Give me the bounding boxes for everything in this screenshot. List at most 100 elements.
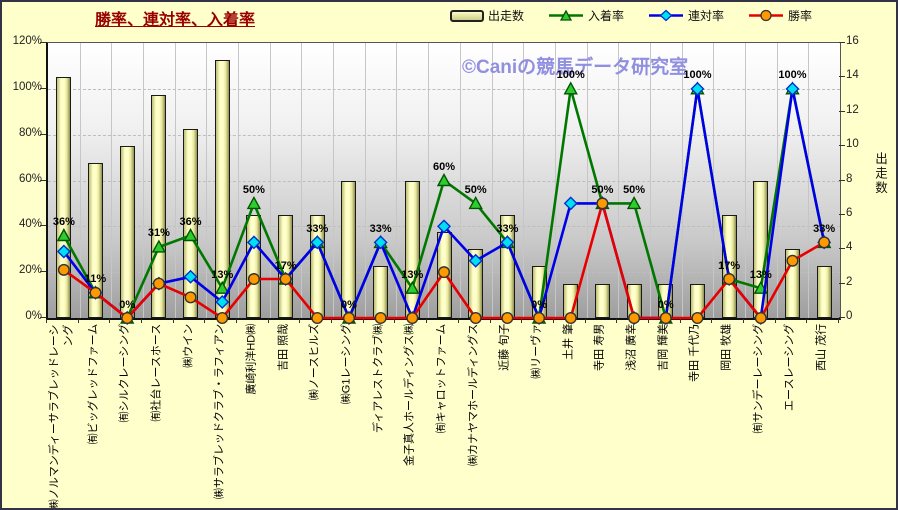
- data-label-24: 33%: [813, 222, 836, 235]
- x-label-15: ㈱リーヴァ: [530, 323, 543, 379]
- right-tick-label-12: 12: [846, 103, 859, 116]
- right-tick-label-14: 14: [846, 69, 859, 82]
- left-tick-label-120%: 120%: [12, 35, 42, 47]
- right-tick-label-8: 8: [846, 172, 853, 185]
- quinella-rate-line: [62, 88, 826, 322]
- data-label-4: 36%: [179, 216, 202, 228]
- x-tick: [394, 319, 396, 323]
- v-gridline: [333, 43, 335, 318]
- place-rate-marker-16: [563, 81, 578, 95]
- bar-17: [594, 283, 610, 318]
- x-label-4: ㈱ウイン: [181, 323, 194, 368]
- right-tick: [839, 282, 845, 284]
- x-tick: [426, 319, 428, 323]
- x-label-0: ㈱ノルマンディーサラブレッドレーシング: [48, 324, 74, 510]
- data-label-21: 17%: [718, 259, 741, 272]
- legend-label: 勝率: [788, 9, 813, 23]
- legend-item-triangle: 入着率: [548, 7, 624, 24]
- data-label-5: 13%: [211, 268, 234, 281]
- v-gridline: [649, 43, 651, 318]
- data-label-19: 0%: [657, 298, 674, 311]
- data-label-12: 60%: [432, 161, 456, 173]
- legend-label: 入着率: [588, 9, 625, 23]
- x-tick: [77, 319, 79, 323]
- win-rate-marker-7: [279, 273, 292, 286]
- data-label-16: 100%: [556, 69, 585, 82]
- legend-label: 出走数: [488, 9, 525, 23]
- data-label-17: 50%: [591, 183, 614, 196]
- win-rate-marker-18: [628, 312, 641, 325]
- win-rate-marker-14: [501, 312, 514, 325]
- data-label-0: 36%: [52, 216, 75, 228]
- x-tick: [489, 319, 491, 323]
- left-tick: [40, 225, 46, 227]
- quinella-rate-marker-4: [183, 269, 198, 284]
- v-gridline: [143, 43, 145, 318]
- plot-area: ©Caniの競馬データ研究室 36% 11% 0% 31% 36% 13% 50% 17% 33…: [46, 42, 841, 325]
- x-tick: [711, 319, 713, 323]
- right-tick: [839, 317, 845, 318]
- left-tick: [40, 317, 46, 318]
- bar-3: [151, 94, 167, 318]
- x-tick: [584, 319, 586, 323]
- v-gridline: [269, 43, 271, 318]
- place-rate-marker-13: [468, 195, 483, 210]
- x-tick: [521, 319, 523, 323]
- win-rate-marker-23: [786, 254, 799, 267]
- legend-bar-swatch-icon: [450, 9, 484, 22]
- quinella-rate-marker-16: [563, 196, 578, 211]
- quinella-rate-marker-13: [468, 253, 483, 268]
- chart-title: 勝率、連対率、入着率: [95, 12, 256, 29]
- right-tick-label-10: 10: [846, 138, 859, 151]
- x-label-14: 近藤 旬子: [498, 323, 511, 371]
- win-rate-marker-5: [216, 312, 229, 325]
- x-label-20: 寺田 千代乃: [688, 323, 701, 382]
- x-tick: [774, 319, 776, 323]
- place-rate-marker-12: [436, 173, 452, 187]
- quinella-rate-marker-0: [56, 244, 71, 259]
- x-label-18: 浅沼 廣幸: [625, 323, 638, 371]
- win-rate-marker-10: [374, 312, 387, 325]
- win-rate-marker-3: [152, 277, 165, 290]
- v-gridline: [586, 43, 588, 318]
- x-tick: [362, 319, 364, 323]
- data-label-3: 31%: [147, 227, 170, 240]
- x-tick: [838, 319, 839, 323]
- v-gridline: [396, 43, 398, 318]
- v-gridline: [428, 43, 430, 318]
- x-tick: [806, 319, 808, 323]
- x-tick: [679, 319, 681, 323]
- x-label-8: ㈱ノースヒルズ: [308, 323, 321, 401]
- data-label-2: 0%: [119, 298, 136, 311]
- v-gridline: [206, 43, 208, 318]
- x-tick: [647, 319, 649, 323]
- h-gridline: [48, 134, 840, 136]
- place-rate-marker-3: [151, 239, 167, 253]
- win-rate-marker-24: [818, 236, 831, 249]
- legend-item-circle: 勝率: [748, 7, 812, 24]
- x-label-9: ㈱G1レーシング: [340, 323, 353, 405]
- data-label-10: 33%: [369, 222, 392, 235]
- left-tick-label-80%: 80%: [18, 126, 42, 139]
- left-tick-label-100%: 100%: [12, 80, 42, 93]
- x-tick: [204, 319, 206, 323]
- x-label-6: 廣崎利洋HD㈱: [245, 323, 258, 395]
- v-gridline: [301, 43, 303, 318]
- place-rate-marker-0: [56, 228, 72, 242]
- quinella-rate-marker-20: [690, 81, 705, 96]
- win-rate-marker-15: [533, 312, 546, 325]
- right-tick: [839, 145, 845, 147]
- win-rate-marker-4: [184, 291, 197, 304]
- x-tick: [742, 319, 744, 323]
- win-rate-marker-11: [406, 312, 419, 325]
- series-plot: [56, 81, 832, 325]
- x-label-12: ㈲キャロットファーム: [435, 323, 448, 434]
- win-rate-marker-13: [469, 312, 482, 325]
- v-gridline: [554, 43, 556, 318]
- right-tick-label-2: 2: [846, 275, 853, 288]
- win-rate-marker-6: [247, 273, 260, 286]
- x-tick: [457, 319, 459, 323]
- right-tick: [839, 110, 845, 112]
- bar-7: [278, 214, 294, 318]
